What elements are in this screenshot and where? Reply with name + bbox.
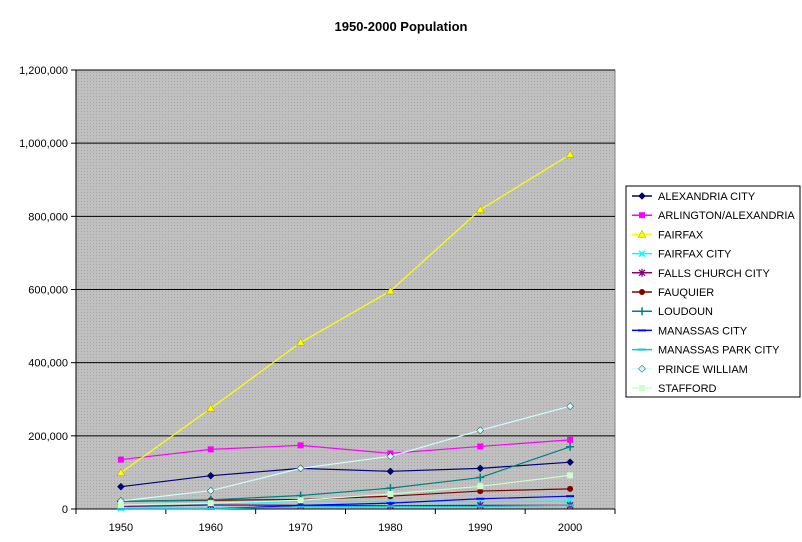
legend-item: ARLINGTON/ALEXANDRIA <box>632 210 795 222</box>
data-point <box>116 468 126 477</box>
data-point <box>117 482 125 491</box>
legend-item: FAUQUIER <box>632 287 714 299</box>
legend-item: STAFFORD <box>632 383 717 395</box>
data-point <box>638 364 646 373</box>
legend-item: PRINCE WILLIAM <box>632 364 748 376</box>
y-tick-label: 1,200,000 <box>19 65 68 77</box>
data-point <box>206 471 215 480</box>
legend-box <box>625 185 801 398</box>
y-tick-label: 800,000 <box>28 211 68 223</box>
data-point <box>567 472 574 479</box>
legend-label: FALLS CHURCH CITY <box>658 268 771 280</box>
chart-title: 1950-2000 Population <box>335 19 468 34</box>
data-point <box>566 458 574 467</box>
series-group <box>116 150 575 512</box>
series-line <box>120 153 571 474</box>
legend-label: MANASSAS PARK CITY <box>658 345 780 357</box>
data-point <box>386 484 395 493</box>
data-point <box>639 212 645 219</box>
legend-label: FAIRFAX <box>658 229 704 241</box>
series <box>116 150 575 477</box>
data-point <box>638 307 646 316</box>
data-point <box>296 338 306 346</box>
legend-label: FAIRFAX CITY <box>658 249 732 261</box>
data-point <box>638 192 646 200</box>
data-point <box>117 456 124 463</box>
y-tick-label: 1,000,000 <box>19 138 68 150</box>
legend-item: LOUDOUN <box>632 306 713 318</box>
data-point <box>297 442 304 449</box>
series-line <box>120 461 571 488</box>
legend-label: FAUQUIER <box>658 287 714 299</box>
data-point <box>476 464 485 473</box>
legend-label: PRINCE WILLIAM <box>658 364 748 376</box>
x-tick-label: 2000 <box>558 522 582 534</box>
legend-label: ARLINGTON/ALEXANDRIA <box>658 210 795 222</box>
data-point <box>206 403 216 412</box>
data-point <box>477 483 484 490</box>
legend-label: STAFFORD <box>658 383 717 395</box>
legend-item: FAIRFAX CITY <box>632 249 732 261</box>
x-tick-label: 1950 <box>109 522 133 534</box>
legend-item: FAIRFAX <box>632 229 704 241</box>
series <box>116 504 575 510</box>
series-line <box>120 405 571 502</box>
data-point <box>476 473 485 482</box>
legend-label: MANASSAS CITY <box>658 325 748 337</box>
y-tick-label: 0 <box>62 504 68 516</box>
data-point <box>207 446 214 453</box>
legend: ALEXANDRIA CITY ARLINGTON/ALEXANDRIA FAIRF… <box>625 185 801 398</box>
data-point <box>566 442 575 451</box>
legend-label: ALEXANDRIA CITY <box>658 191 756 203</box>
data-point <box>567 485 574 492</box>
x-tick-label: 1980 <box>378 522 402 534</box>
legend-label: LOUDOUN <box>658 306 713 318</box>
data-point <box>637 229 647 238</box>
data-point <box>477 488 484 495</box>
legend-item: FALLS CHURCH CITY <box>632 268 771 280</box>
data-point <box>386 467 395 476</box>
data-point <box>565 150 575 158</box>
series <box>117 458 574 491</box>
series-line <box>120 446 571 502</box>
data-point <box>566 402 574 411</box>
series-line <box>120 504 571 510</box>
data-point <box>385 286 395 295</box>
data-point <box>386 452 395 461</box>
data-point <box>297 497 304 504</box>
series <box>117 472 574 508</box>
series-line <box>120 504 571 508</box>
data-point <box>476 426 485 435</box>
x-tick-label: 1960 <box>199 522 223 534</box>
data-point <box>638 250 646 258</box>
legend-item: ALEXANDRIA CITY <box>632 191 756 203</box>
x-tick-label: 1990 <box>468 522 492 534</box>
data-point <box>639 289 645 295</box>
grid-lines <box>76 69 615 437</box>
y-tick-label: 400,000 <box>28 358 68 370</box>
data-point <box>206 486 215 495</box>
y-tick-label: 200,000 <box>28 431 68 443</box>
x-tick-label: 1970 <box>288 522 312 534</box>
axes: 0 200,000 400,000 600,000 800,000 1,000,000 1,… <box>19 65 616 534</box>
series <box>116 442 575 506</box>
data-point <box>475 205 485 213</box>
y-tick-label: 600,000 <box>28 285 68 297</box>
data-point <box>296 464 305 473</box>
data-point <box>477 443 484 450</box>
series-line <box>120 474 571 506</box>
data-point <box>117 501 124 508</box>
data-point <box>207 500 214 507</box>
data-point <box>567 436 574 443</box>
data-point <box>638 268 646 277</box>
legend-item: MANASSAS CITY <box>632 325 748 337</box>
data-point <box>639 385 645 391</box>
data-point <box>387 491 394 498</box>
legend-item: MANASSAS PARK CITY <box>632 345 780 357</box>
series <box>117 402 574 505</box>
series-line <box>120 439 571 461</box>
